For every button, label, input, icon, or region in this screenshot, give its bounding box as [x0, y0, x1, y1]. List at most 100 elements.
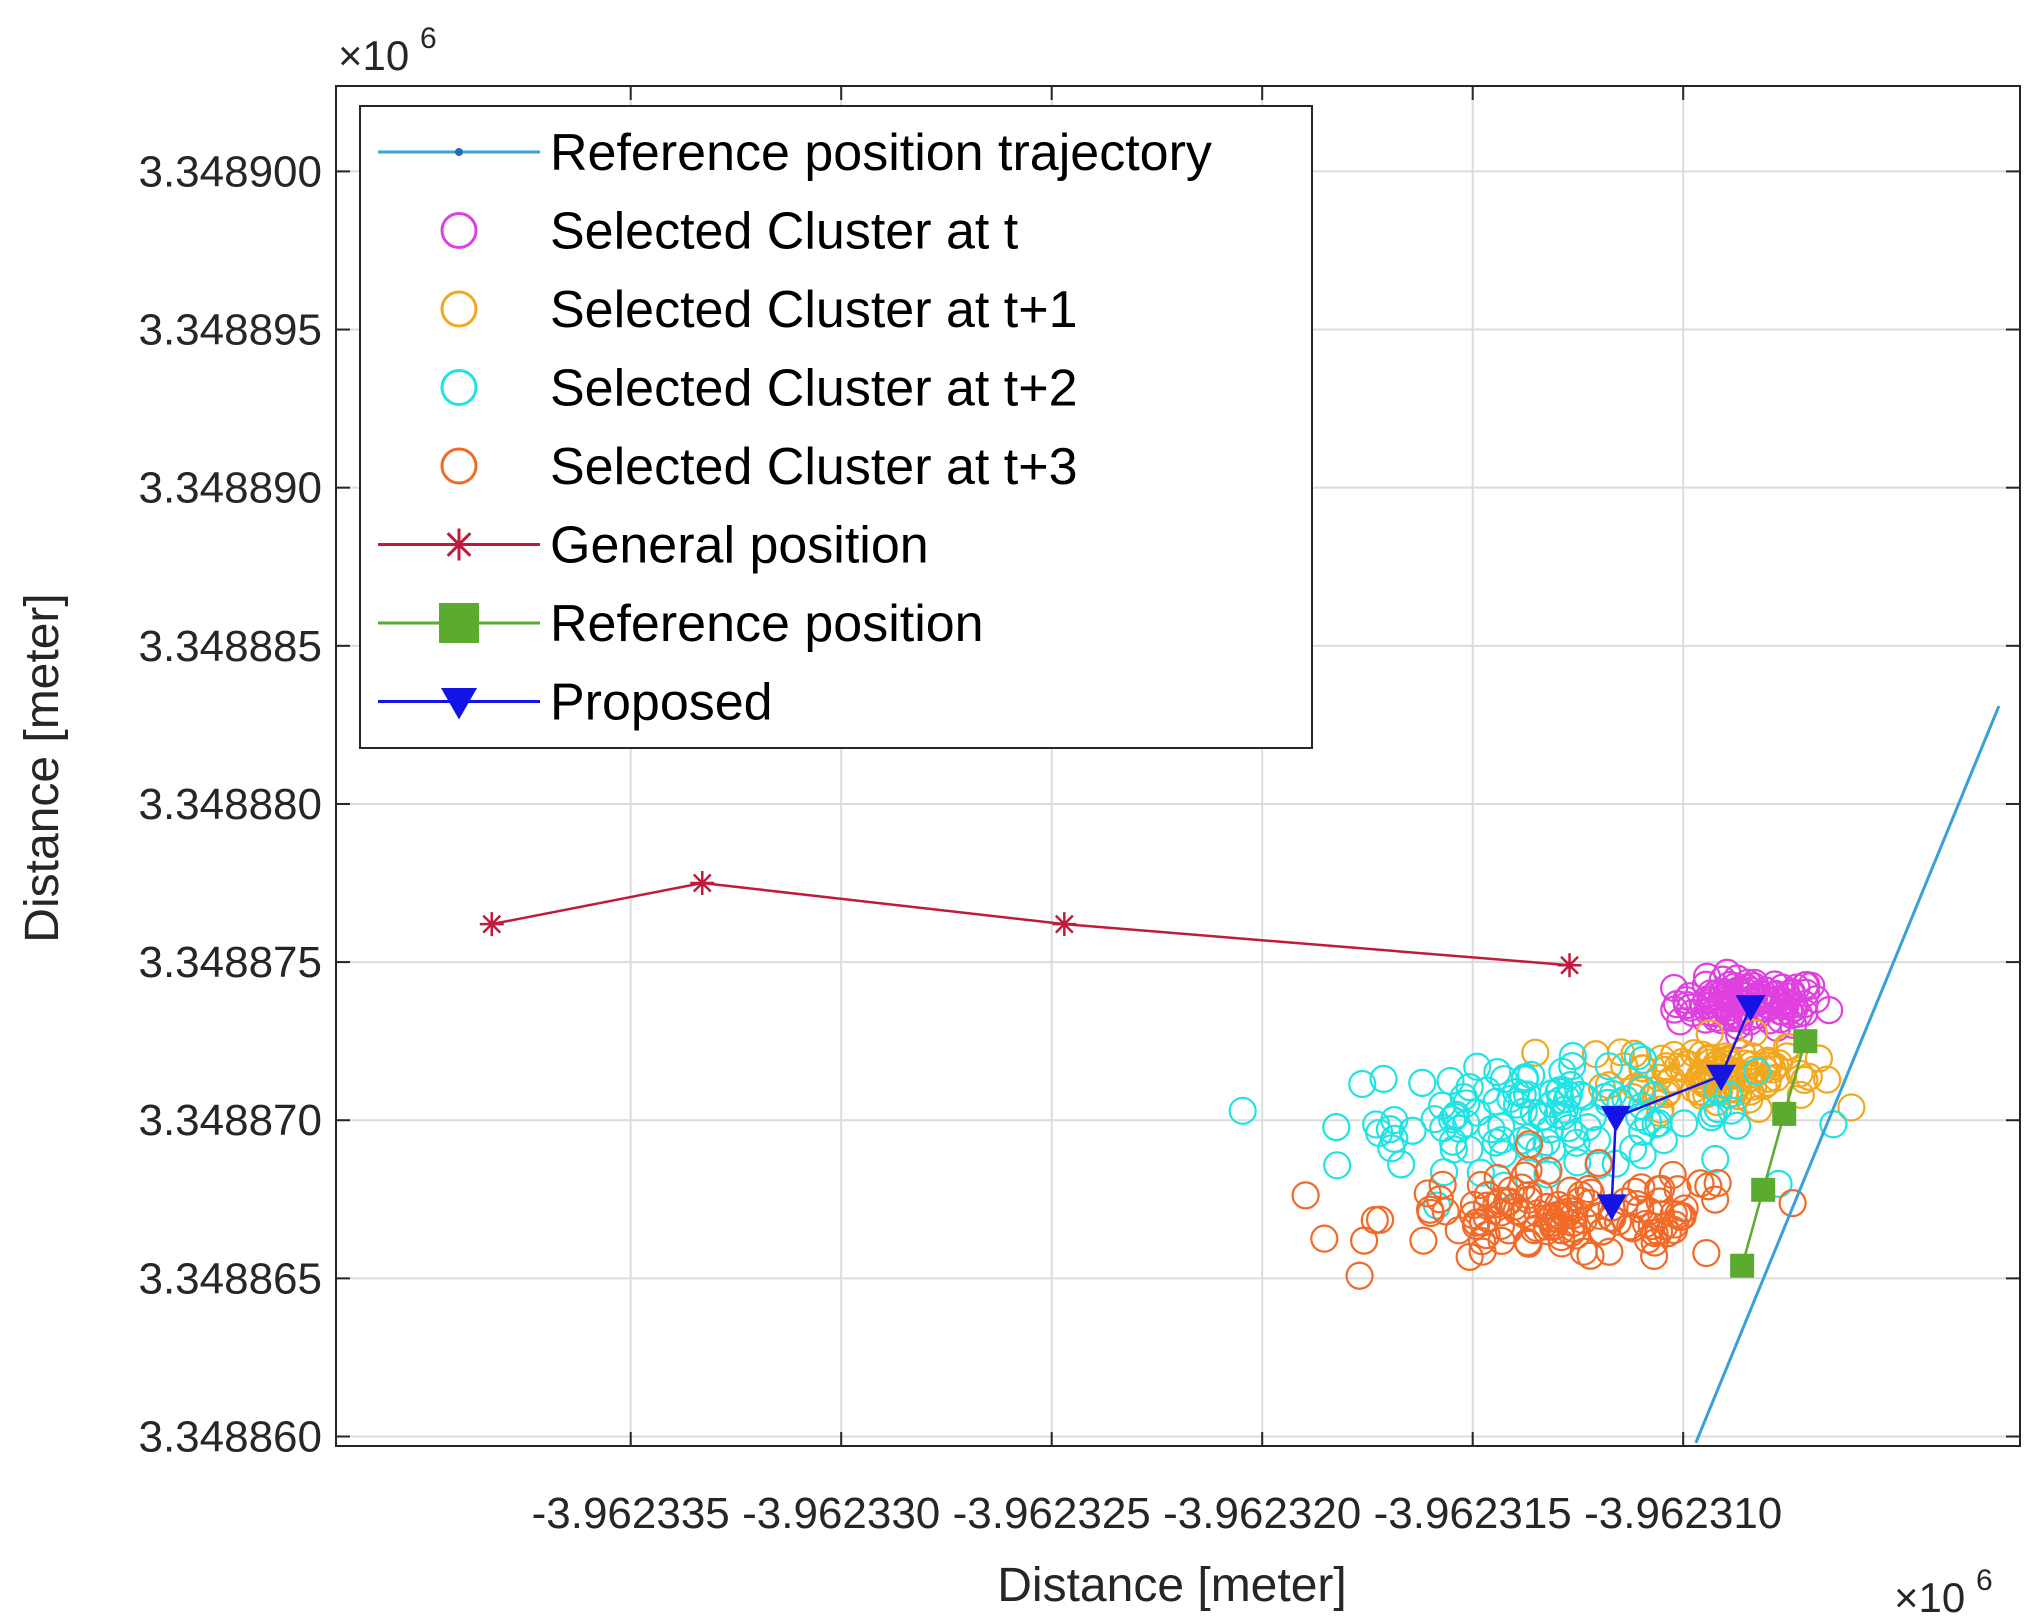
point-selected-cluster-at-t-2	[1455, 1073, 1484, 1102]
axes-box	[335, 85, 2021, 1447]
point-selected-cluster-at-t-2	[1463, 1052, 1492, 1081]
point-selected-cluster-at-t-2	[1483, 1058, 1512, 1087]
x-multiplier-exponent: 6	[1976, 1564, 1993, 1597]
legend-label: Selected Cluster at t+2	[550, 360, 1078, 418]
legend-box	[359, 105, 1313, 749]
point-selected-cluster-at-t-3	[1557, 1218, 1586, 1247]
point-selected-cluster-at-t-3	[1349, 1226, 1379, 1255]
point-selected-cluster-at-t-2	[1519, 1098, 1549, 1127]
point-selected-cluster-at-t-3	[1466, 1170, 1495, 1200]
point-selected-cluster-at-t-3	[1587, 1217, 1617, 1246]
point-selected-cluster-at-t-2	[1420, 1105, 1449, 1134]
point-selected-cluster-at-t-2	[1649, 1126, 1678, 1155]
y-multiplier-base: ×10	[338, 32, 409, 79]
point-selected-cluster-at-t	[1815, 996, 1844, 1025]
point-selected-cluster-at-t-1	[1804, 1044, 1834, 1073]
point-selected-cluster-at-t-3	[1415, 1195, 1445, 1224]
legend-label: Reference position trajectory	[550, 124, 1212, 182]
x-tick-label: -3.962330	[742, 1489, 940, 1538]
y-axis-ticks: 3.348860 3.348865 3.348870 3.348875 3.348880…	[138, 147, 2020, 1462]
line-reference-position-trajectory	[1694, 705, 2001, 1444]
point-selected-cluster-at-t-2	[1717, 1096, 1746, 1125]
point-selected-cluster-at-t-3	[1576, 1178, 1605, 1207]
point-selected-cluster-at-t-2	[1639, 1081, 1668, 1110]
point-selected-cluster-at-t-3	[1486, 1186, 1515, 1215]
point-selected-cluster-at-t-2	[1558, 1051, 1587, 1081]
point-selected-cluster-at-t-1	[1521, 1038, 1550, 1067]
legend-label: Selected Cluster at t+3	[550, 438, 1078, 496]
point-selected-cluster-at-t-3	[1658, 1160, 1687, 1190]
point-selected-cluster-at-t-3	[1487, 1226, 1516, 1256]
legend-label: General position	[550, 517, 929, 575]
legend-marker-selected-cluster-at-t	[440, 212, 478, 249]
point-selected-cluster-at-t-1	[1694, 1044, 1723, 1074]
point-selected-cluster-at-t-3	[1576, 1241, 1605, 1270]
y-axis-label: Distance [meter]	[16, 593, 69, 942]
point-selected-cluster-at-t	[1791, 978, 1821, 1007]
point-selected-cluster-at-t	[1775, 997, 1804, 1026]
point-selected-cluster-at-t-2	[1623, 1042, 1652, 1071]
point-selected-cluster-at-t	[1777, 979, 1806, 1008]
marker-reference-position	[1751, 1177, 1776, 1202]
point-selected-cluster-at-t-2	[1669, 1109, 1699, 1138]
point-selected-cluster-at-t-2	[1439, 1135, 1468, 1164]
point-selected-cluster-at-t-2	[1723, 1111, 1752, 1140]
point-selected-cluster-at-t-2	[1517, 1060, 1546, 1090]
point-selected-cluster-at-t-3	[1431, 1197, 1460, 1226]
point-selected-cluster-at-t-3	[1566, 1180, 1596, 1210]
point-selected-cluster-at-t-1	[1786, 1080, 1815, 1110]
y-tick-label: 3.348865	[138, 1254, 322, 1303]
marker-proposed	[1600, 1105, 1631, 1133]
marker-general-position	[690, 871, 715, 896]
y-tick-label: 3.348860	[138, 1413, 322, 1462]
point-selected-cluster-at-t-1	[1837, 1093, 1866, 1122]
point-selected-cluster-at-t-2	[1452, 1089, 1481, 1118]
point-selected-cluster-at-t-3	[1458, 1201, 1488, 1230]
point-selected-cluster-at-t-2	[1489, 1064, 1518, 1094]
y-tick-label: 3.348870	[138, 1096, 322, 1145]
point-selected-cluster-at-t-3	[1701, 1185, 1730, 1214]
point-selected-cluster-at-t-2	[1703, 1094, 1732, 1124]
point-selected-cluster-at-t-3	[1537, 1203, 1566, 1232]
point-selected-cluster-at-t-2	[1487, 1125, 1516, 1155]
legend-marker-selected-cluster-at-t-3	[440, 447, 478, 485]
series-group	[479, 705, 2001, 1444]
point-selected-cluster-at-t-3	[1664, 1200, 1693, 1229]
x-axis-label: Distance [meter]	[997, 1559, 1346, 1612]
point-selected-cluster-at-t-3	[1639, 1241, 1669, 1271]
point-selected-cluster-at-t-2	[1348, 1069, 1377, 1099]
point-selected-cluster-at-t-3	[1473, 1191, 1502, 1220]
y-multiplier-exponent: 6	[420, 22, 437, 55]
point-selected-cluster-at-t-1	[1680, 1075, 1709, 1104]
point-selected-cluster-at-t-1	[1744, 1094, 1773, 1123]
point-selected-cluster-at-t-2	[1428, 1091, 1457, 1120]
point-selected-cluster-at-t-3	[1468, 1208, 1498, 1237]
point-selected-cluster-at-t-3	[1556, 1197, 1585, 1226]
point-selected-cluster-at-t-3	[1645, 1187, 1674, 1216]
legend-marker-selected-cluster-at-t-1	[440, 290, 478, 328]
point-selected-cluster-at-t-1	[1655, 1067, 1684, 1096]
x-tick-label: -3.962325	[953, 1489, 1151, 1538]
point-selected-cluster-at-t-3	[1621, 1177, 1650, 1206]
point-selected-cluster-at-t	[1708, 965, 1737, 994]
point-selected-cluster-at-t-2	[1558, 1042, 1587, 1071]
x-tick-label: -3.962320	[1163, 1489, 1361, 1538]
point-selected-cluster-at-t-3	[1692, 1238, 1721, 1268]
point-selected-cluster-at-t-2	[1322, 1113, 1351, 1142]
point-selected-cluster-at-t-3	[1345, 1261, 1374, 1290]
point-selected-cluster-at-t	[1780, 993, 1810, 1022]
x-axis-ticks: -3.962335 -3.962330 -3.962325 -3.962320 -3.9…	[532, 86, 1782, 1538]
point-selected-cluster-at-t-2	[1452, 1109, 1481, 1138]
marker-general-position	[1557, 953, 1582, 978]
point-selected-cluster-at-t-3	[1595, 1237, 1624, 1266]
legend-marker-general-position	[443, 528, 475, 561]
x-multiplier: ×10 6	[1894, 1564, 1993, 1621]
y-tick-label: 3.348895	[138, 306, 322, 355]
point-selected-cluster-at-t	[1694, 998, 1723, 1027]
point-selected-cluster-at-t-2	[1527, 1103, 1556, 1132]
point-selected-cluster-at-t-3	[1532, 1217, 1561, 1246]
point-selected-cluster-at-t-3	[1647, 1200, 1676, 1229]
line-reference-position	[1740, 1040, 1807, 1267]
y-tick-label: 3.348885	[138, 622, 322, 671]
point-selected-cluster-at-t-2	[1323, 1151, 1352, 1180]
